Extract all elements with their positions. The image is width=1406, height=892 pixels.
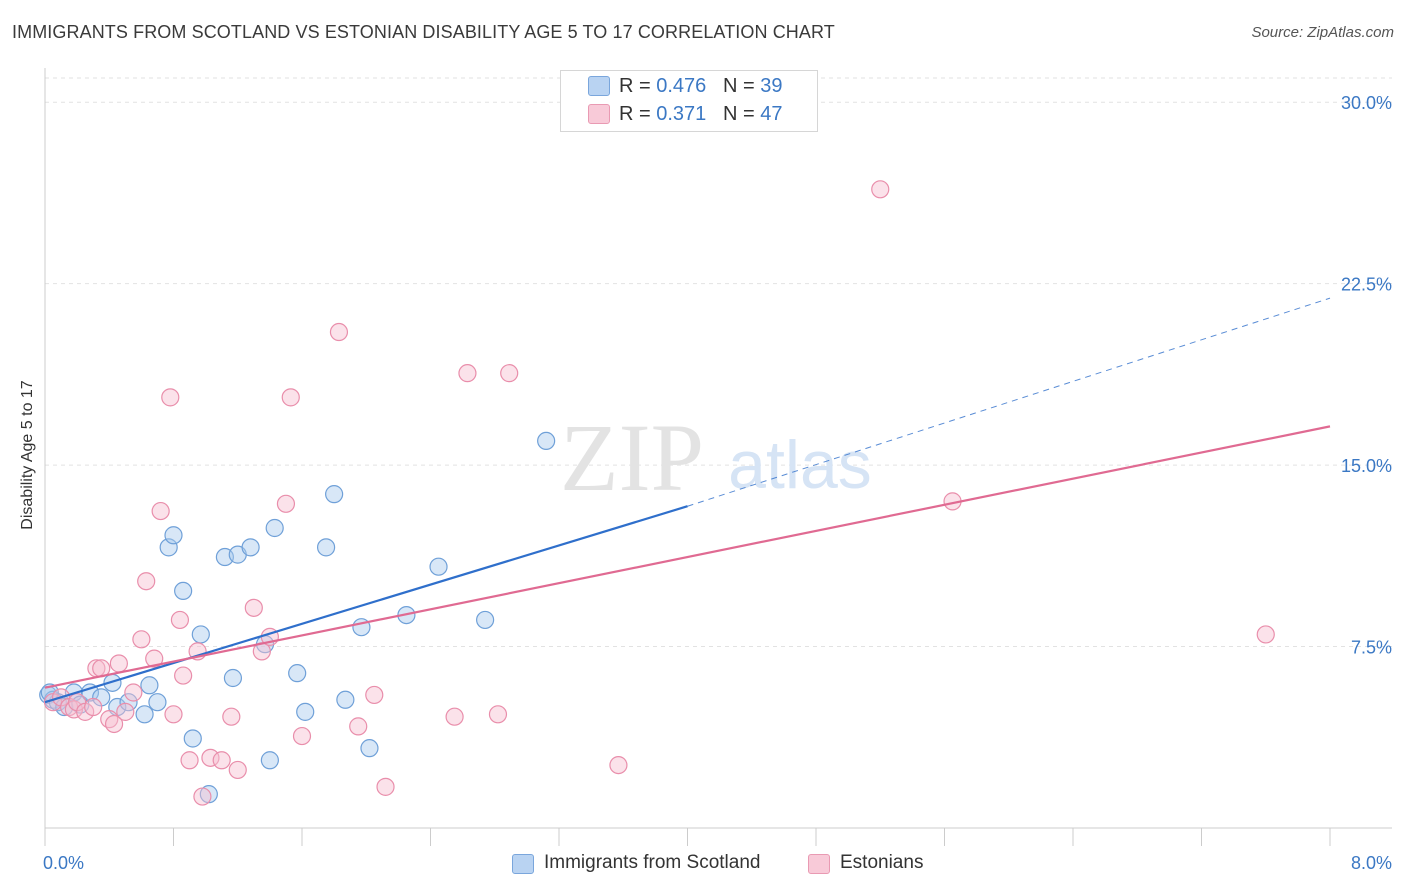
point-estonians	[104, 714, 124, 734]
point-scotland	[140, 676, 159, 695]
point-estonians	[212, 751, 231, 770]
point-scotland	[164, 526, 183, 545]
point-scotland	[316, 538, 336, 557]
legend-label-scotland: Immigrants from Scotland	[544, 852, 761, 873]
point-scotland	[159, 538, 178, 557]
point-scotland	[336, 690, 355, 709]
point-scotland	[429, 557, 448, 576]
point-estonians	[609, 755, 628, 775]
point-scotland	[360, 739, 379, 758]
point-scotland	[119, 693, 138, 712]
point-estonians	[180, 751, 199, 770]
point-scotland	[260, 751, 279, 770]
axes	[44, 68, 1392, 846]
point-estonians	[329, 322, 349, 342]
tick-labels: 7.5% 15.0% 22.5% 30.0% 0.0% 8.0%	[43, 93, 1392, 873]
point-estonians	[871, 180, 890, 199]
watermark-atlas: atlas	[728, 427, 872, 503]
point-estonians	[161, 388, 180, 407]
point-estonians	[84, 697, 103, 717]
point-estonians	[116, 702, 135, 721]
point-estonians	[488, 705, 508, 724]
r-value: 0.476	[656, 74, 707, 97]
point-estonians	[193, 787, 212, 806]
chart-title: IMMIGRANTS FROM SCOTLAND VS ESTONIAN DIS…	[12, 22, 835, 42]
point-scotland	[325, 485, 344, 504]
point-scotland	[476, 610, 495, 630]
trend-line-scotland-projection	[687, 297, 1331, 507]
point-scotland	[223, 668, 243, 688]
point-estonians	[276, 494, 296, 513]
r-label: R =	[619, 102, 651, 125]
series-scotland	[39, 431, 556, 804]
swatch-estonians	[588, 104, 610, 124]
point-scotland	[241, 538, 260, 557]
series-estonians	[43, 180, 1275, 806]
trend-lines	[44, 297, 1331, 704]
point-estonians	[201, 748, 220, 767]
point-scotland	[135, 705, 154, 724]
n-label: N =	[722, 102, 755, 125]
point-estonians	[376, 777, 395, 796]
point-estonians	[222, 707, 241, 726]
point-estonians	[349, 717, 368, 736]
point-estonians	[292, 726, 312, 746]
point-estonians	[151, 501, 170, 521]
point-scotland	[296, 702, 315, 721]
trend-line-estonians	[44, 425, 1331, 689]
swatch-scotland	[512, 854, 534, 874]
watermark-zip: ZIP	[560, 404, 704, 511]
point-estonians	[124, 683, 143, 702]
y-tick-label: 7.5%	[1351, 638, 1392, 658]
point-estonians	[500, 364, 519, 383]
point-estonians	[137, 572, 156, 591]
swatch-estonians	[808, 854, 830, 874]
point-estonians	[365, 685, 384, 705]
point-scotland	[174, 581, 193, 601]
point-scotland	[288, 664, 307, 683]
n-value: 47	[760, 102, 783, 125]
trend-line-scotland	[44, 505, 688, 704]
point-estonians	[244, 598, 263, 617]
point-estonians	[109, 654, 128, 673]
x-tick-label-end: 8.0%	[1351, 853, 1392, 873]
point-estonians	[458, 364, 477, 383]
legend-label-estonians: Estonians	[840, 852, 924, 873]
point-estonians	[174, 666, 193, 685]
point-estonians	[445, 707, 464, 726]
swatch-scotland	[588, 76, 610, 96]
point-estonians	[164, 705, 183, 724]
point-estonians	[228, 760, 247, 780]
gridlines	[45, 77, 1392, 648]
point-estonians	[281, 388, 300, 407]
y-tick-label: 15.0%	[1341, 456, 1392, 476]
n-label: N =	[722, 74, 755, 97]
x-tick-label-start: 0.0%	[43, 853, 84, 873]
point-scotland	[191, 625, 210, 644]
point-estonians	[170, 610, 190, 630]
point-estonians	[145, 649, 164, 668]
watermark: ZIP atlas	[560, 404, 872, 511]
chart-source: Source: ZipAtlas.com	[1251, 24, 1394, 41]
point-scotland	[183, 729, 202, 748]
r-label: R =	[619, 74, 651, 97]
n-value: 39	[760, 74, 783, 97]
y-tick-label: 30.0%	[1341, 93, 1392, 113]
point-estonians	[1256, 625, 1275, 644]
point-scotland	[265, 518, 284, 538]
correlation-legend: R = 0.476 N = 39 R = 0.371 N = 47	[560, 70, 818, 132]
r-value: 0.371	[656, 102, 707, 125]
point-scotland	[537, 431, 556, 451]
y-tick-label: 22.5%	[1341, 275, 1392, 295]
point-estonians	[132, 630, 151, 649]
point-scotland	[148, 693, 167, 712]
